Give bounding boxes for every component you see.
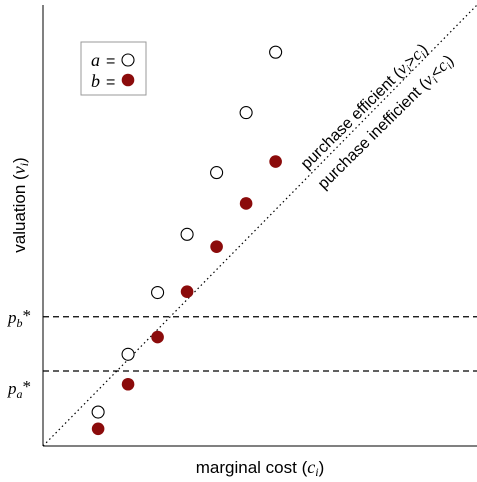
inefficient-annotation: purchase inefficient (vi<ci) xyxy=(313,51,458,195)
series-a-points xyxy=(91,45,283,419)
series-a-point xyxy=(269,45,283,59)
legend-box xyxy=(80,41,147,96)
legend-b-equals: = xyxy=(106,74,115,91)
pb-letter: p xyxy=(7,308,17,327)
pa-label: pa* xyxy=(7,377,31,401)
series-b-point xyxy=(239,197,253,210)
pa-letter: p xyxy=(7,379,17,398)
inefficient-sub: i xyxy=(430,75,441,86)
x-axis-title-text: marginal cost ( xyxy=(196,458,308,477)
y-axis-title-close: ) xyxy=(10,157,29,163)
legend: a = b = xyxy=(80,41,147,96)
inefficient-rhs-sub: i xyxy=(444,61,455,72)
x-axis-title-close: ) xyxy=(319,458,325,477)
efficient-sub: i xyxy=(404,64,415,75)
series-a-point xyxy=(180,227,194,241)
series-b-point xyxy=(269,155,282,168)
series-b-point xyxy=(180,285,194,298)
x-axis-title-sub: i xyxy=(315,465,318,479)
pa-subscript: a xyxy=(17,387,23,401)
series-a-point xyxy=(91,405,105,419)
y-axis-title-text: valuation ( xyxy=(10,174,29,253)
legend-b-label: b xyxy=(91,71,100,91)
pb-label: pb* xyxy=(7,306,31,330)
series-b-point xyxy=(151,330,164,344)
pa-star: * xyxy=(23,377,32,396)
series-a-point xyxy=(210,166,224,180)
series-b-point xyxy=(121,377,135,391)
series-b-points xyxy=(91,155,282,436)
series-a-point xyxy=(239,106,253,120)
pb-star: * xyxy=(23,306,32,325)
series-b-point xyxy=(210,240,223,253)
pb-subscript: b xyxy=(17,316,23,330)
series-b-point xyxy=(91,422,105,436)
y-axis-title: valuation (vi) xyxy=(9,157,31,252)
x-axis-title-var: c xyxy=(307,457,315,477)
legend-a-equals: = xyxy=(106,53,115,70)
series-a-point xyxy=(121,347,135,361)
legend-a-label: a xyxy=(91,50,100,70)
x-axis-title: marginal cost (ci) xyxy=(196,457,325,479)
series-a-point xyxy=(151,285,165,300)
efficient-rhs-sub: i xyxy=(418,50,429,61)
legend-a-marker xyxy=(121,53,135,67)
y-axis-title-var: v xyxy=(9,166,29,174)
y-axis-title-sub: i xyxy=(17,163,31,166)
legend-b-marker xyxy=(121,73,135,87)
